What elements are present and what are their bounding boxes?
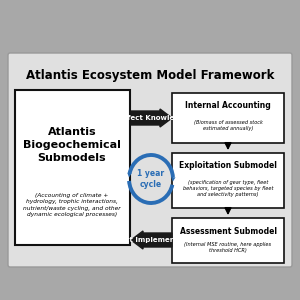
FancyBboxPatch shape bbox=[172, 218, 284, 263]
Text: Atlantis Ecosystem Model Framework: Atlantis Ecosystem Model Framework bbox=[26, 68, 274, 82]
FancyBboxPatch shape bbox=[8, 53, 292, 267]
Text: (Accounting of climate +
hydrology, trophic interactions,
nutrient/waste cycling: (Accounting of climate + hydrology, trop… bbox=[23, 193, 121, 217]
FancyBboxPatch shape bbox=[172, 153, 284, 208]
Text: Atlantis
Biogeochemical
Submodels: Atlantis Biogeochemical Submodels bbox=[23, 127, 121, 163]
FancyArrow shape bbox=[131, 231, 172, 249]
Text: Exploitation Submodel: Exploitation Submodel bbox=[179, 161, 277, 170]
Text: Internal Accounting: Internal Accounting bbox=[185, 101, 271, 110]
FancyBboxPatch shape bbox=[15, 90, 130, 245]
Text: (specification of gear type, fleet
behaviors, targeted species by fleet
and sele: (specification of gear type, fleet behav… bbox=[183, 180, 273, 197]
Text: (Biomass of assessed stock
estimated annually): (Biomass of assessed stock estimated ann… bbox=[194, 120, 262, 131]
Text: (Internal MSE routine, here applies
threshold HCR): (Internal MSE routine, here applies thre… bbox=[184, 242, 272, 253]
Text: Perfect Implementation: Perfect Implementation bbox=[104, 237, 199, 243]
FancyBboxPatch shape bbox=[172, 93, 284, 143]
FancyArrow shape bbox=[131, 109, 172, 127]
Text: Perfect Knowledge: Perfect Knowledge bbox=[114, 115, 189, 121]
Text: Assessment Submodel: Assessment Submodel bbox=[179, 226, 277, 236]
Text: 1 year
cycle: 1 year cycle bbox=[137, 169, 165, 189]
